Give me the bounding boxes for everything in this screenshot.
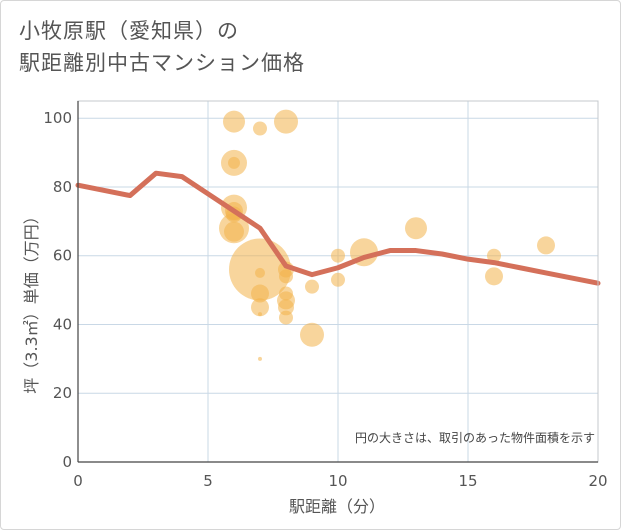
bubble-point: [274, 109, 298, 134]
bubble-point: [251, 284, 269, 303]
x-tick-label: 0: [73, 472, 83, 490]
x-tick-label: 5: [203, 472, 213, 490]
bubble-point: [279, 310, 293, 325]
x-tick-label: 10: [328, 472, 347, 490]
bubble-point: [258, 312, 262, 317]
bubble-size-note: 円の大きさは、取引のあった物件面積を示す: [355, 430, 595, 445]
bubble-point: [253, 121, 267, 136]
bubble-point: [279, 269, 293, 284]
chart-title-line2: 駅距離別中古マンション価格: [19, 51, 305, 75]
y-tick-label: 20: [53, 384, 72, 402]
axes: 0 5 10 15 20 0 20 40 60 80 100: [43, 100, 608, 490]
x-tick-label: 20: [588, 472, 607, 490]
x-tick-label: 15: [458, 472, 477, 490]
bubble-point: [405, 217, 427, 240]
bubble-series: [219, 109, 555, 361]
y-tick-label: 80: [53, 178, 72, 196]
y-tick-label: 60: [53, 247, 72, 265]
bubble-point: [223, 110, 245, 133]
bubble-point: [258, 356, 262, 361]
bubble-point: [331, 248, 345, 263]
grid: [78, 101, 598, 462]
bubble-point: [224, 221, 244, 242]
bubble-point: [487, 248, 501, 263]
chart-title: 小牧原駅（愛知県）の 駅距離別中古マンション価格: [19, 15, 305, 79]
bubble-point: [485, 267, 503, 286]
y-tick-label: 40: [53, 315, 72, 333]
y-tick-label: 0: [62, 453, 72, 471]
bubble-point: [331, 272, 345, 287]
bubble-point: [251, 298, 269, 317]
bubble-point: [255, 267, 265, 278]
bubble-point: [228, 156, 240, 169]
trend-line: [75, 170, 601, 286]
y-axis-label: 坪（3.3㎡）単価（万円）: [22, 208, 41, 393]
trend-line-series: [75, 170, 601, 286]
bubble-point: [300, 322, 324, 347]
y-tick-label: 100: [43, 109, 72, 127]
x-axis-label: 駅距離（分）: [289, 497, 385, 516]
bubble-point: [537, 236, 555, 255]
bubble-point: [305, 279, 319, 294]
bubble-point: [278, 299, 294, 316]
chart-title-line1: 小牧原駅（愛知県）の: [19, 19, 239, 43]
